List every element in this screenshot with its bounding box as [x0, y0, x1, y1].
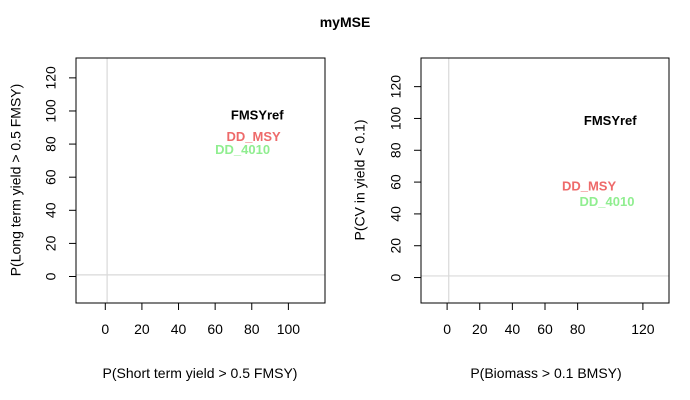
x-tick-label: 0	[101, 321, 109, 337]
x-axis-label: P(Short term yield > 0.5 FMSY)	[103, 365, 298, 381]
y-tick-label: 60	[43, 169, 59, 185]
x-tick-label: 100	[277, 321, 301, 337]
point-label-dd-msy: DD_MSY	[562, 178, 617, 193]
point-label-dd-4010: DD_4010	[580, 194, 635, 209]
y-tick-label: 60	[388, 174, 404, 190]
point-label-fmsyref: FMSYref	[231, 107, 284, 122]
x-tick-label: 60	[207, 321, 223, 337]
y-tick-label: 40	[388, 206, 404, 222]
y-tick-label: 20	[388, 238, 404, 254]
x-tick-label: 20	[472, 321, 488, 337]
y-tick-label: 0	[388, 273, 404, 281]
y-tick-label: 40	[43, 202, 59, 218]
x-tick-label: 80	[244, 321, 260, 337]
x-tick-label: 80	[570, 321, 586, 337]
point-label-fmsyref: FMSYref	[584, 113, 637, 128]
x-tick-label: 40	[505, 321, 521, 337]
y-tick-label: 100	[388, 107, 404, 131]
y-tick-label: 100	[43, 99, 59, 123]
y-tick-label: 120	[43, 66, 59, 90]
x-tick-label: 120	[631, 321, 655, 337]
y-axis-label: P(CV in yield < 0.1)	[352, 120, 368, 241]
point-label-dd-msy: DD_MSY	[227, 129, 282, 144]
y-tick-label: 120	[388, 75, 404, 99]
y-tick-label: 80	[43, 136, 59, 152]
right-panel: 0 20 40 60 80 120 0 20 40 60 80 100 120 P(Biomass > 0…	[352, 57, 670, 381]
plot-frame	[75, 57, 326, 304]
x-tick-label: 20	[134, 321, 150, 337]
x-tick-label: 0	[443, 321, 451, 337]
y-tick-label: 20	[43, 235, 59, 251]
y-axis-label: P(Long term yield > 0.5 FMSY)	[8, 84, 24, 277]
chart-title: myMSE	[320, 14, 371, 30]
x-tick-label: 60	[537, 321, 553, 337]
left-panel: 0 20 40 60 80 100 0 20 40 60 80 100 120 P(Short term …	[8, 57, 326, 381]
x-tick-label: 40	[171, 321, 187, 337]
x-axis-label: P(Biomass > 0.1 BMSY)	[470, 365, 621, 381]
y-tick-label: 80	[388, 142, 404, 158]
y-tick-label: 0	[43, 272, 59, 280]
point-label-dd-4010: DD_4010	[215, 142, 270, 157]
plot-frame	[420, 57, 670, 304]
